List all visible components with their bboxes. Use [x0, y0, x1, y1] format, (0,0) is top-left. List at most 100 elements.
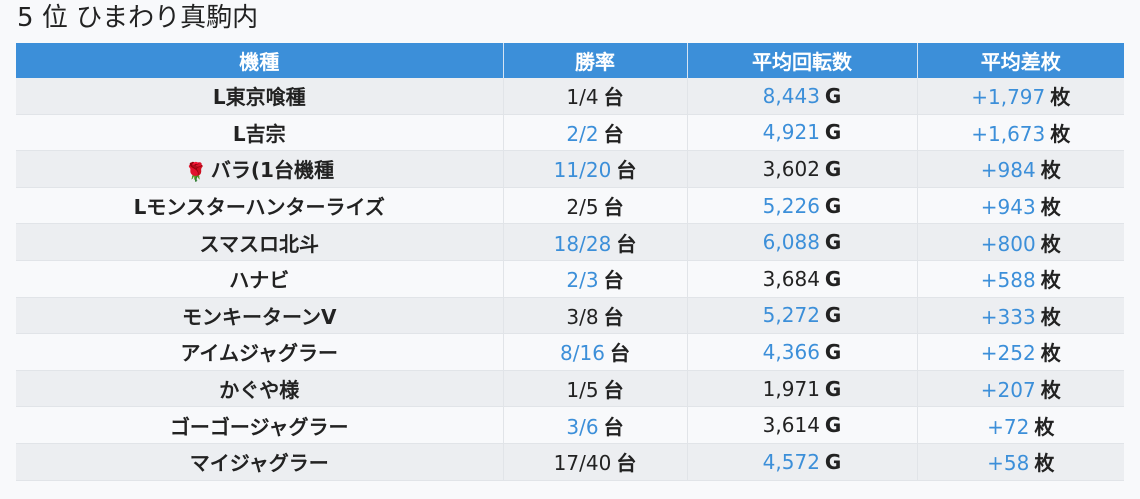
column-header-machine: 機種	[16, 43, 504, 78]
machine-name-cell: L東京喰種	[16, 78, 504, 115]
machine-name-cell: マイジャグラー	[16, 443, 504, 481]
avg-spins-cell: 5,226 G	[687, 187, 918, 225]
win-rate-cell-value: 2/3	[566, 268, 599, 293]
avg-diff-cell-unit: 枚	[1040, 158, 1061, 183]
win-rate-cell: 1/4 台	[503, 78, 688, 115]
avg-diff-cell: +943 枚	[917, 187, 1124, 225]
machine-name: Lモンスターハンターライズ	[133, 195, 385, 220]
avg-spins-cell-value: 5,272	[762, 303, 820, 328]
win-rate-cell: 1/5 台	[503, 370, 688, 408]
avg-spins-cell-value: 3,614	[762, 413, 820, 438]
avg-diff-cell: +252 枚	[917, 333, 1124, 371]
avg-spins-cell-unit: G	[824, 83, 842, 108]
avg-diff-cell: +984 枚	[917, 150, 1124, 188]
avg-spins-cell-value: 4,572	[762, 449, 820, 474]
avg-spins-cell: 4,572 G	[687, 443, 918, 481]
avg-spins-cell: 5,272 G	[687, 297, 918, 335]
avg-spins-cell-unit: G	[824, 413, 842, 438]
win-rate-cell: 2/5 台	[503, 187, 688, 225]
win-rate-cell-unit: 台	[603, 304, 624, 329]
win-rate-cell: 17/40 台	[503, 443, 688, 481]
avg-spins-cell: 1,971 G	[687, 370, 918, 408]
avg-spins-cell-value: 4,921	[762, 120, 820, 145]
avg-diff-cell: +333 枚	[917, 297, 1124, 335]
win-rate-cell-value: 2/2	[566, 121, 599, 146]
avg-diff-cell: +1,673 枚	[917, 114, 1124, 152]
table-row: 🌹 バラ(1台機種 11/20 台 3,602 G +984 枚	[16, 150, 1124, 188]
avg-diff-cell-value: +207	[980, 378, 1036, 403]
avg-diff-cell-unit: 枚	[1050, 85, 1071, 110]
avg-diff-cell-unit: 枚	[1040, 231, 1061, 256]
rank-suffix: 位	[41, 3, 68, 33]
machine-name: アイムジャグラー	[180, 341, 339, 366]
win-rate-cell-value: 11/20	[553, 158, 612, 183]
win-rate-cell-unit: 台	[603, 268, 624, 293]
column-header-win-rate: 勝率	[503, 43, 688, 78]
table-row: モンキーターンV 3/8 台 5,272 G +333 枚	[16, 297, 1124, 335]
avg-spins-cell: 4,366 G	[687, 333, 918, 371]
column-header-avg-spins: 平均回転数	[687, 43, 918, 78]
table-row: L東京喰種 1/4 台 8,443 G +1,797 枚	[16, 78, 1124, 115]
table-row: マイジャグラー 17/40 台 4,572 G +58 枚	[16, 443, 1124, 481]
machine-name: マイジャグラー	[189, 451, 329, 476]
machine-ranking-table: 機種 勝率 平均回転数 平均差枚 L東京喰種 1/4 台 8,443 G +1,797 枚 L…	[16, 43, 1124, 481]
table-row: L吉宗 2/2 台 4,921 G +1,673 枚	[16, 114, 1124, 152]
column-header-avg-diff: 平均差枚	[917, 43, 1124, 78]
avg-spins-cell: 8,443 G	[687, 78, 918, 115]
win-rate-cell-unit: 台	[616, 231, 637, 256]
win-rate-cell-value: 18/28	[553, 231, 612, 256]
avg-diff-cell-unit: 枚	[1040, 195, 1061, 220]
avg-diff-cell-value: +252	[980, 341, 1036, 366]
machine-name-cell: ゴーゴージャグラー	[16, 406, 504, 444]
avg-spins-cell-unit: G	[824, 120, 842, 145]
avg-diff-cell-value: +984	[980, 158, 1036, 183]
win-rate-cell-unit: 台	[603, 85, 624, 110]
table-header-row: 機種 勝率 平均回転数 平均差枚	[16, 43, 1124, 78]
machine-name: バラ(1台機種	[210, 158, 334, 183]
avg-diff-cell: +72 枚	[917, 406, 1124, 444]
win-rate-cell-value: 1/4	[566, 85, 599, 110]
avg-spins-cell-unit: G	[824, 193, 842, 218]
rose-icon: 🌹	[184, 162, 207, 184]
win-rate-cell-unit: 台	[616, 158, 637, 183]
win-rate-cell: 2/2 台	[503, 114, 688, 152]
win-rate-cell-value: 3/8	[566, 304, 599, 329]
machine-name-cell: 🌹 バラ(1台機種	[16, 150, 504, 188]
avg-spins-cell-value: 5,226	[762, 193, 820, 218]
avg-diff-cell-value: +1,797	[971, 85, 1046, 110]
avg-diff-cell-unit: 枚	[1040, 268, 1061, 293]
table-row: スマスロ北斗 18/28 台 6,088 G +800 枚	[16, 223, 1124, 261]
avg-spins-cell-value: 3,602	[762, 156, 820, 181]
avg-diff-cell-value: +943	[980, 195, 1036, 220]
win-rate-cell: 3/8 台	[503, 297, 688, 335]
machine-name-cell: Lモンスターハンターライズ	[16, 187, 504, 225]
machine-name-cell: アイムジャグラー	[16, 333, 504, 371]
rank-number: 5	[17, 3, 34, 33]
avg-diff-cell-unit: 枚	[1040, 341, 1061, 366]
machine-name: かぐや様	[219, 378, 300, 403]
page-title: 5 位 ひまわり真駒内	[17, 0, 258, 40]
win-rate-cell-value: 8/16	[560, 341, 605, 366]
avg-spins-cell-unit: G	[824, 339, 842, 364]
win-rate-cell: 18/28 台	[503, 223, 688, 261]
machine-name: ゴーゴージャグラー	[169, 414, 349, 439]
avg-spins-cell-value: 1,971	[762, 376, 820, 401]
table-row: アイムジャグラー 8/16 台 4,366 G +252 枚	[16, 333, 1124, 371]
avg-diff-cell-value: +800	[980, 231, 1036, 256]
machine-name-cell: モンキーターンV	[16, 297, 504, 335]
avg-diff-cell-value: +333	[980, 304, 1036, 329]
machine-name-cell: かぐや様	[16, 370, 504, 408]
win-rate-cell-value: 2/5	[566, 195, 599, 220]
avg-spins-cell-value: 8,443	[762, 83, 820, 108]
table-row: ハナビ 2/3 台 3,684 G +588 枚	[16, 260, 1124, 298]
avg-diff-cell-value: +58	[987, 451, 1030, 476]
machine-name-cell: ハナビ	[16, 260, 504, 298]
avg-diff-cell: +207 枚	[917, 370, 1124, 408]
avg-spins-cell-value: 3,684	[762, 266, 820, 291]
avg-spins-cell-value: 4,366	[762, 339, 820, 364]
machine-name: L吉宗	[232, 121, 286, 146]
machine-name-cell: スマスロ北斗	[16, 223, 504, 261]
win-rate-cell-unit: 台	[616, 451, 637, 476]
win-rate-cell-value: 3/6	[566, 414, 599, 439]
